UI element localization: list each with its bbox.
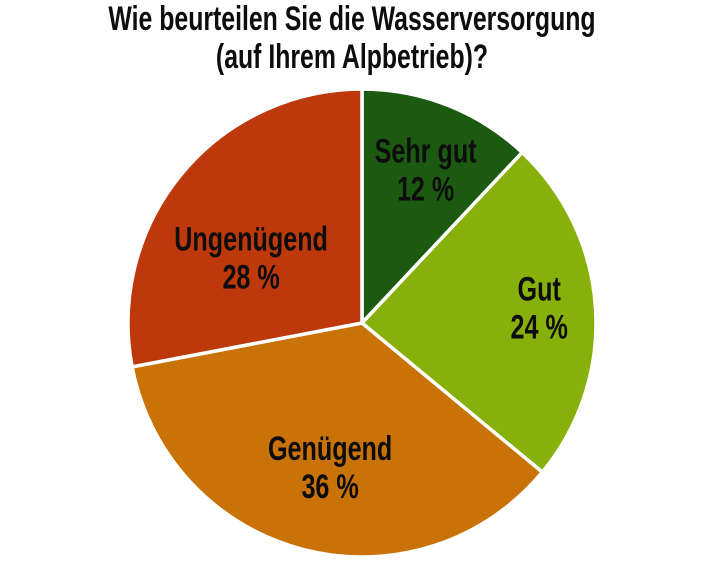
pie-slice-pct-gut: 24 %: [511, 309, 568, 347]
pie-slice-ungenuegend: [126, 87, 364, 369]
pie-slice-pct-sehr-gut: 12 %: [397, 171, 454, 209]
pie-slice-pct-genuegend: 36 %: [301, 468, 358, 506]
pie-slice-genuegend: [130, 321, 545, 559]
pie-slice-name-gut: Gut: [518, 271, 561, 309]
pie-slice-sehr-gut: [360, 87, 524, 325]
pie-slice-pct-ungenuegend: 28 %: [222, 259, 279, 297]
chart-title-line-1: Wie beurteilen Sie die Wasserversorgung: [108, 0, 596, 38]
pie-slice-name-ungenuegend: Ungenügend: [174, 221, 328, 259]
pie-slice-name-sehr-gut: Sehr gut: [375, 133, 477, 171]
pie-slice-gut: [360, 150, 598, 474]
chart-title-line-2: (auf Ihrem Alpbetrieb)?: [215, 38, 489, 76]
pie-slice-name-genuegend: Genügend: [268, 430, 392, 468]
chart-title: Wie beurteilen Sie die Wasserversorgung …: [89, 0, 615, 76]
